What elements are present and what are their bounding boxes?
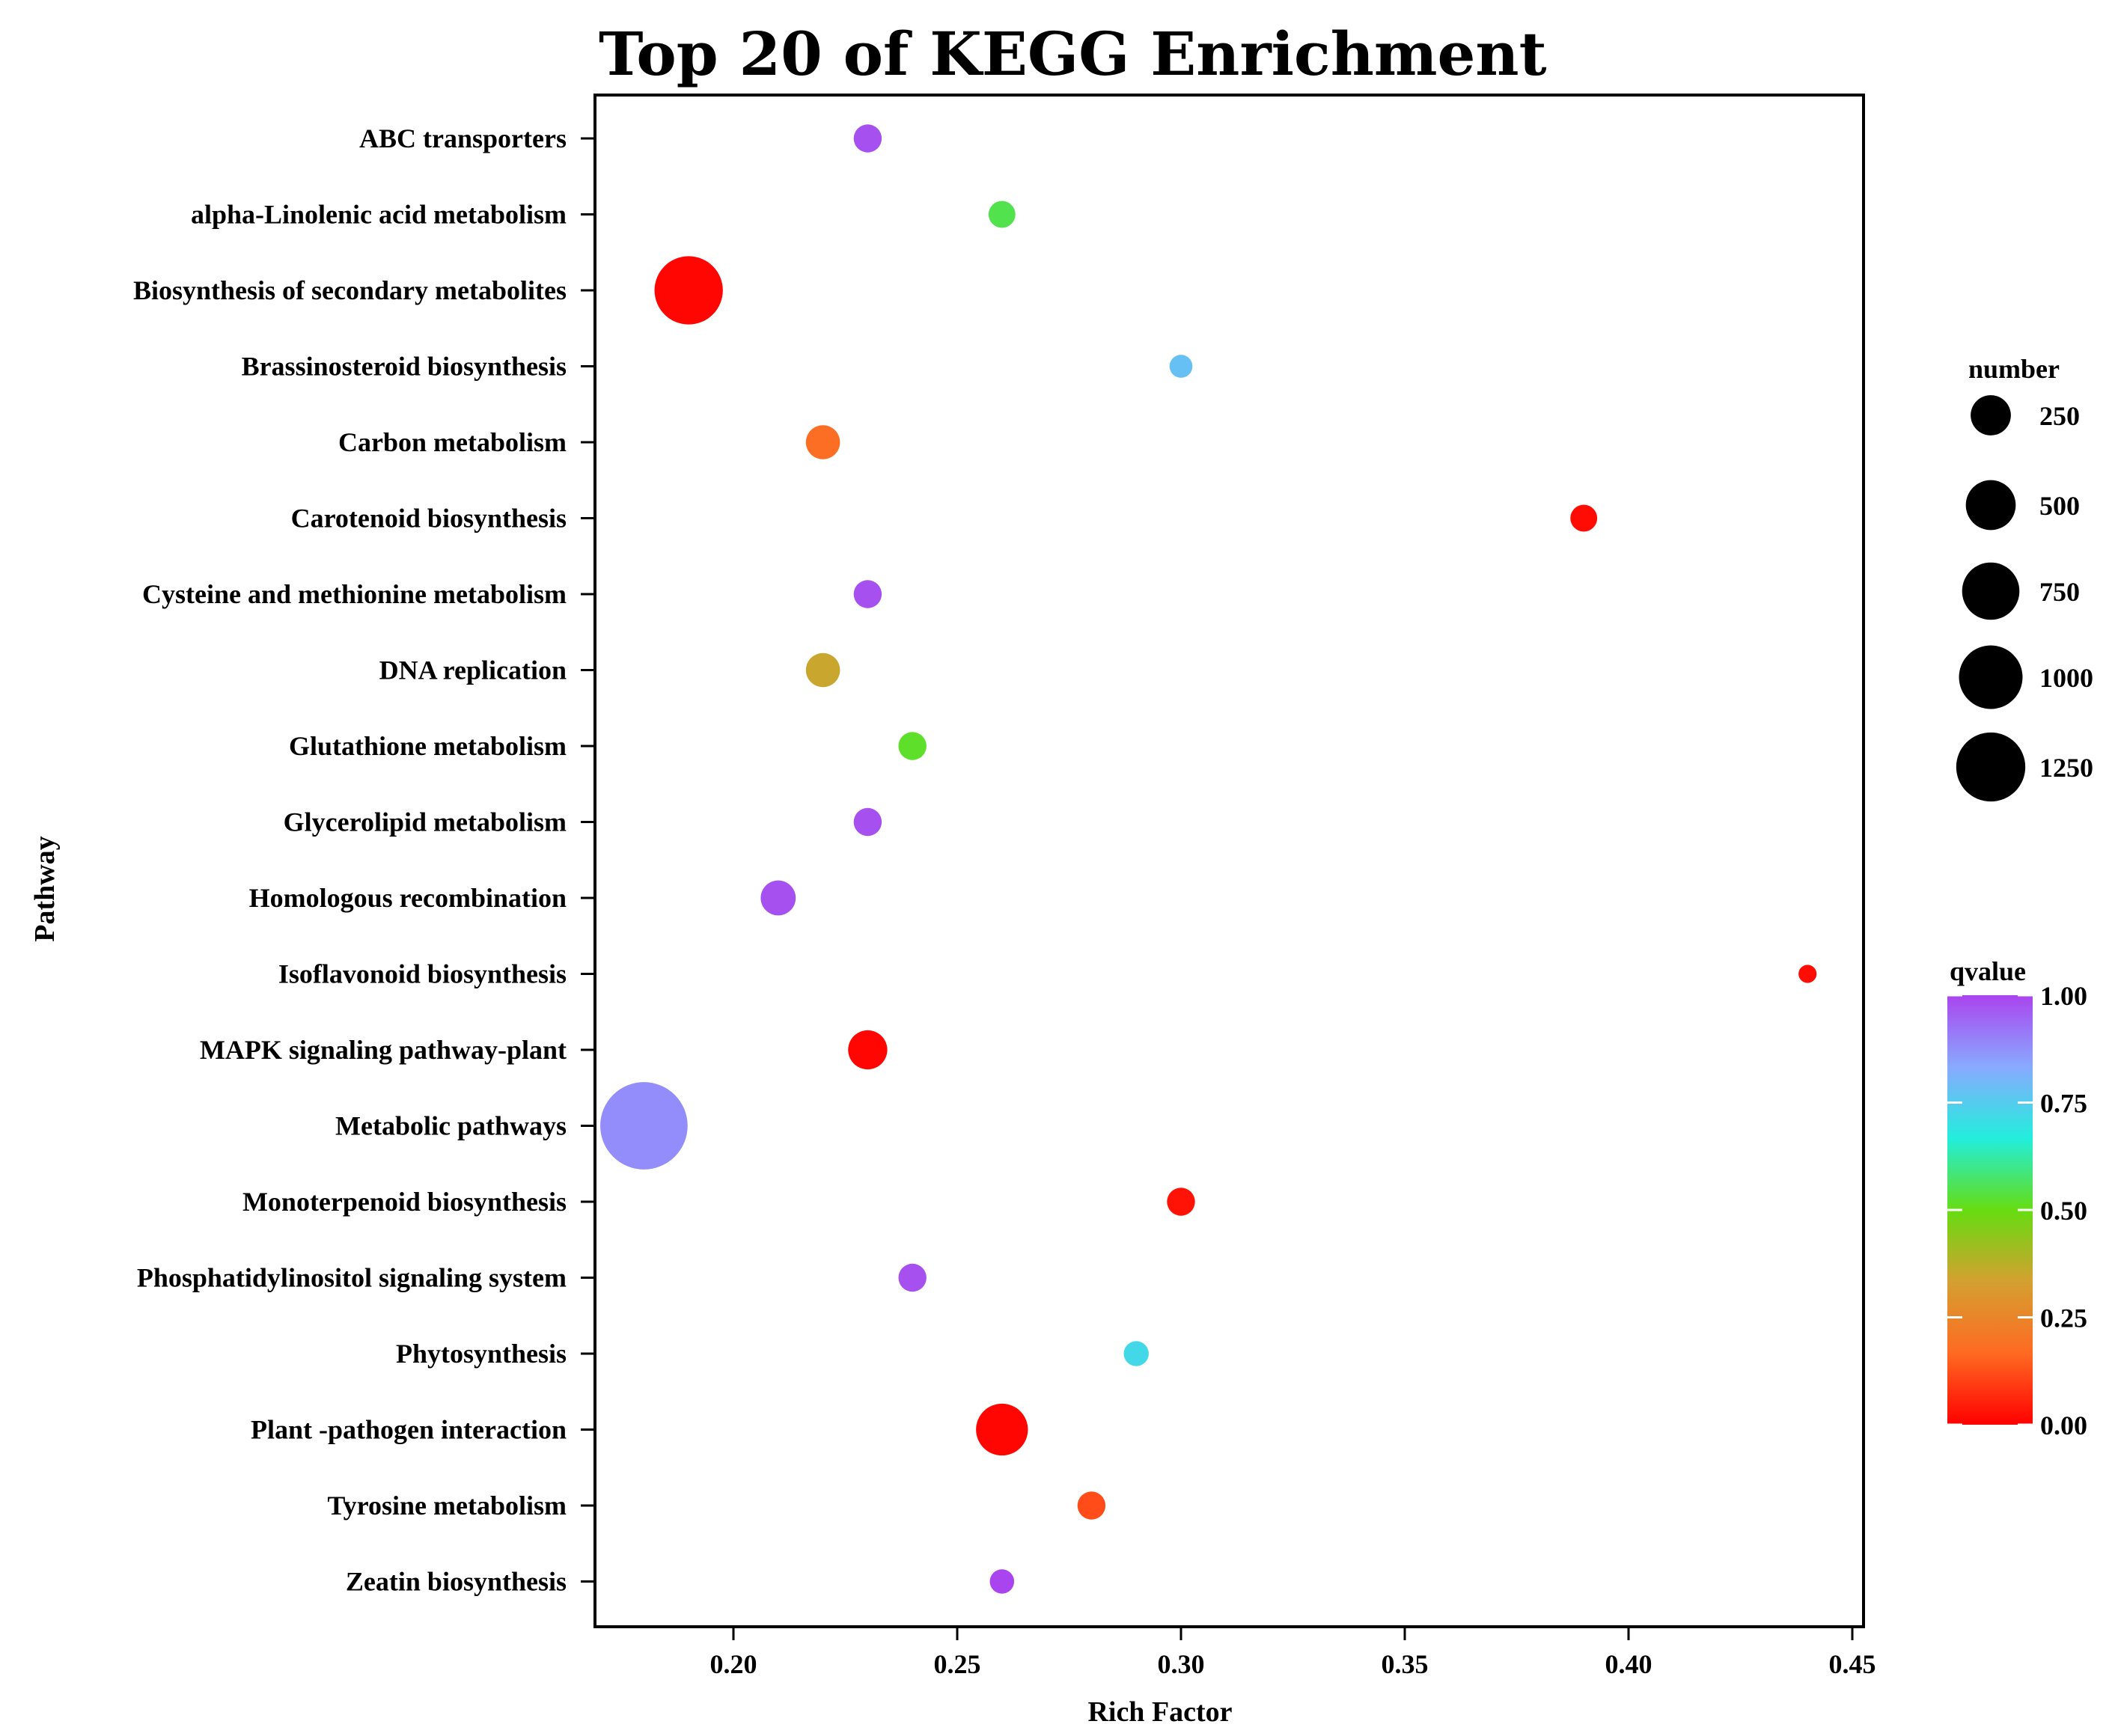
size-legend-label: 500 <box>2039 491 2080 521</box>
y-axis-title: Pathway <box>29 836 61 941</box>
data-point <box>1167 1188 1195 1216</box>
size-legend-label: 1250 <box>2039 753 2093 783</box>
x-tick-label: 0.20 <box>710 1649 757 1679</box>
size-legend-marker <box>1962 562 2020 620</box>
y-tick-label: Biosynthesis of secondary metabolites <box>133 275 567 305</box>
data-point <box>853 124 882 153</box>
size-legend-marker <box>1965 480 2016 531</box>
data-point <box>654 256 723 325</box>
y-tick-label: MAPK signaling pathway-plant <box>200 1035 567 1065</box>
data-point <box>853 807 882 837</box>
y-tick-label: Homologous recombination <box>249 883 567 913</box>
size-legend-marker <box>1971 395 2011 435</box>
y-tick-label: Carbon metabolism <box>338 427 567 457</box>
data-point <box>976 1403 1028 1456</box>
size-legend-marker <box>1956 732 2026 802</box>
y-tick-label: DNA replication <box>379 655 567 685</box>
chart-title: Top 20 of KEGG Enrichment <box>599 19 1547 89</box>
data-point <box>898 1263 927 1292</box>
qvalue-colorbar: qvalue 0.00 0.25 0.50 0.75 1.00 <box>1947 956 2087 1440</box>
colorbar-tick-label: 0.00 <box>2040 1410 2087 1440</box>
data-point <box>1169 355 1193 378</box>
data-point <box>600 1082 688 1170</box>
y-tick-label: Glutathione metabolism <box>289 731 567 761</box>
size-legend-title: number <box>1968 354 2060 384</box>
data-point <box>898 732 927 760</box>
size-legend-label: 750 <box>2039 577 2080 607</box>
y-tick-label: Carotenoid biosynthesis <box>291 504 567 534</box>
y-tick-label: Phytosynthesis <box>396 1339 567 1369</box>
x-tick-label: 0.25 <box>934 1649 981 1679</box>
y-tick-label: Tyrosine metabolism <box>327 1491 567 1520</box>
y-tick-label: Cysteine and methionine metabolism <box>142 579 567 609</box>
y-axis-labels: Zeatin biosynthesis Tyrosine metabolism Pl… <box>133 123 595 1597</box>
size-legend-label: 250 <box>2039 401 2080 431</box>
data-point <box>1123 1341 1149 1366</box>
y-tick-label: ABC transporters <box>359 123 567 153</box>
data-points <box>600 124 1817 1594</box>
colorbar-tick-label: 1.00 <box>2040 981 2087 1011</box>
y-tick-label: Plant -pathogen interaction <box>251 1415 567 1445</box>
y-tick-label: Metabolic pathways <box>335 1111 567 1141</box>
data-point <box>848 1030 888 1070</box>
colorbar-tick-label: 0.25 <box>2040 1303 2087 1333</box>
x-tick-label: 0.40 <box>1605 1649 1652 1679</box>
y-tick-label: alpha-Linolenic acid metabolism <box>191 200 567 230</box>
y-tick-label: Glycerolipid metabolism <box>284 807 567 837</box>
data-point <box>1798 965 1817 983</box>
y-tick-label: Phosphatidylinositol signaling system <box>137 1263 567 1293</box>
data-point <box>805 425 840 459</box>
x-tick-label: 0.30 <box>1158 1649 1205 1679</box>
data-point <box>1077 1491 1106 1520</box>
size-legend-marker <box>1959 645 2023 709</box>
x-tick-label: 0.35 <box>1382 1649 1429 1679</box>
y-tick-label: Brassinosteroid biosynthesis <box>242 352 567 382</box>
size-legend: number 250 500 750 1000 1250 <box>1956 354 2093 802</box>
data-point <box>989 1569 1015 1594</box>
data-point <box>853 580 882 608</box>
colorbar-tick-label: 0.75 <box>2040 1089 2087 1119</box>
x-axis-title: Rich Factor <box>1087 1696 1232 1728</box>
qvalue-legend-title: qvalue <box>1950 956 2026 986</box>
colorbar-tick-label: 0.50 <box>2040 1196 2087 1226</box>
plot-frame <box>593 94 1865 1628</box>
y-tick-label: Monoterpenoid biosynthesis <box>242 1187 567 1217</box>
y-tick-label: Zeatin biosynthesis <box>346 1567 567 1597</box>
size-legend-label: 1000 <box>2039 663 2093 693</box>
data-point <box>988 201 1016 228</box>
x-tick-label: 0.45 <box>1829 1649 1876 1679</box>
data-point <box>760 880 796 916</box>
data-point <box>1570 504 1598 532</box>
x-axis: 0.20 0.25 0.30 0.35 0.40 0.45 <box>710 1627 1876 1679</box>
data-point <box>805 652 840 688</box>
y-tick-label: Isoflavonoid biosynthesis <box>278 959 567 989</box>
